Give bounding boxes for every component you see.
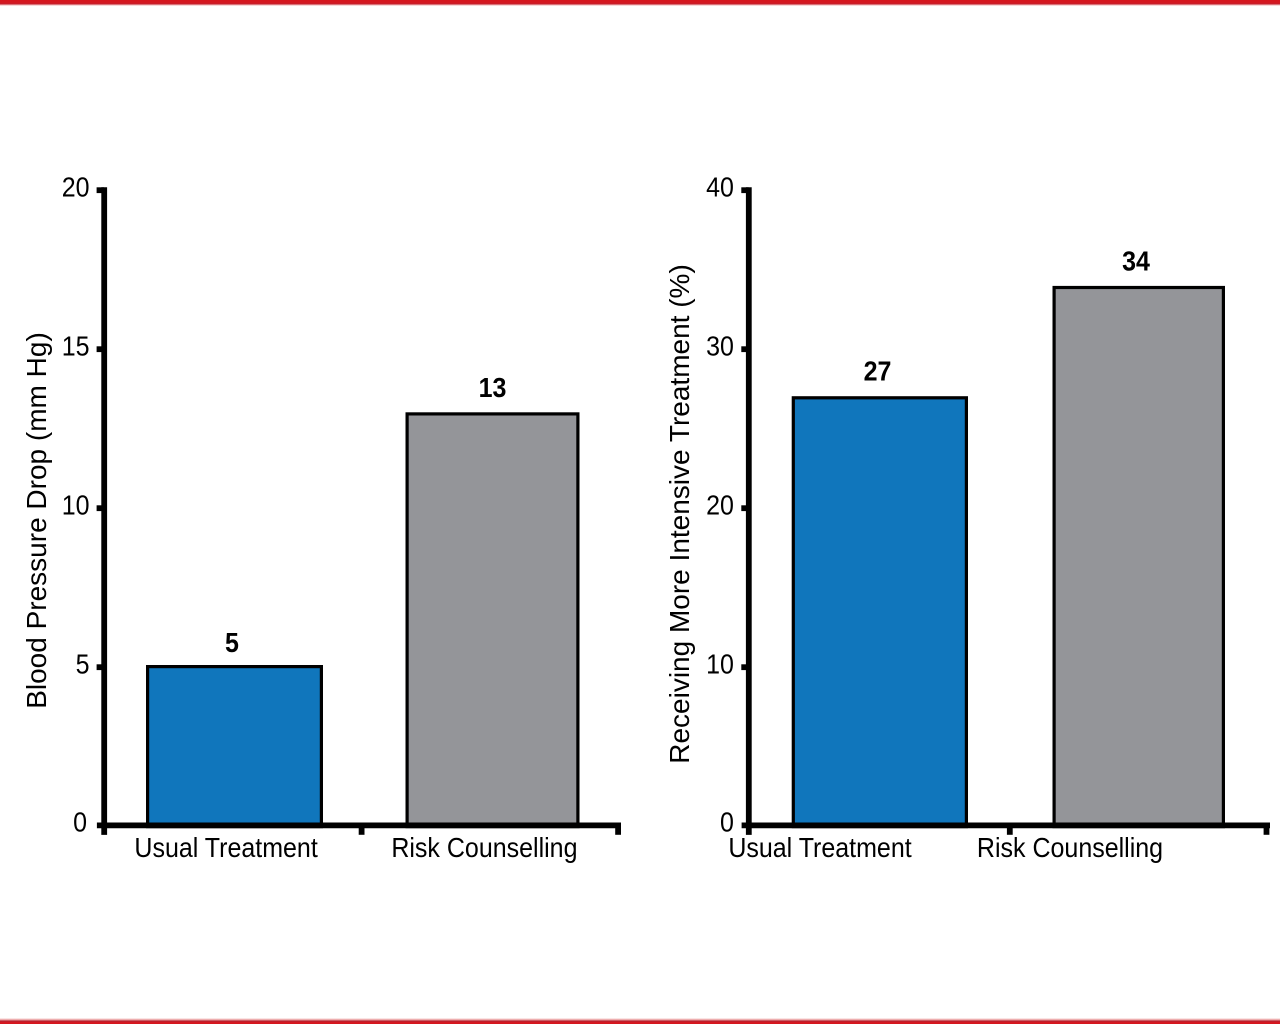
svg-text:Usual Treatment: Usual Treatment — [728, 832, 912, 864]
svg-text:10: 10 — [62, 489, 90, 521]
svg-text:15: 15 — [62, 330, 90, 362]
svg-text:0: 0 — [73, 806, 87, 838]
svg-text:5: 5 — [225, 627, 239, 659]
svg-text:Blood Pressure Drop (mm Hg): Blood Pressure Drop (mm Hg) — [21, 332, 52, 709]
svg-text:27: 27 — [864, 355, 892, 387]
svg-text:5: 5 — [76, 648, 90, 680]
svg-text:30: 30 — [706, 330, 734, 362]
svg-text:13: 13 — [479, 372, 507, 404]
svg-text:40: 40 — [706, 171, 734, 203]
svg-text:20: 20 — [62, 171, 90, 203]
svg-text:Usual Treatment: Usual Treatment — [134, 832, 318, 864]
svg-text:Risk Counselling: Risk Counselling — [977, 832, 1163, 864]
svg-text:0: 0 — [720, 806, 734, 838]
svg-text:20: 20 — [706, 489, 734, 521]
svg-text:Risk Counselling: Risk Counselling — [391, 832, 577, 864]
svg-text:Receiving More Intensive Treat: Receiving More Intensive Treatment (%) — [664, 264, 695, 764]
svg-text:34: 34 — [1122, 245, 1150, 277]
svg-text:10: 10 — [706, 648, 734, 680]
